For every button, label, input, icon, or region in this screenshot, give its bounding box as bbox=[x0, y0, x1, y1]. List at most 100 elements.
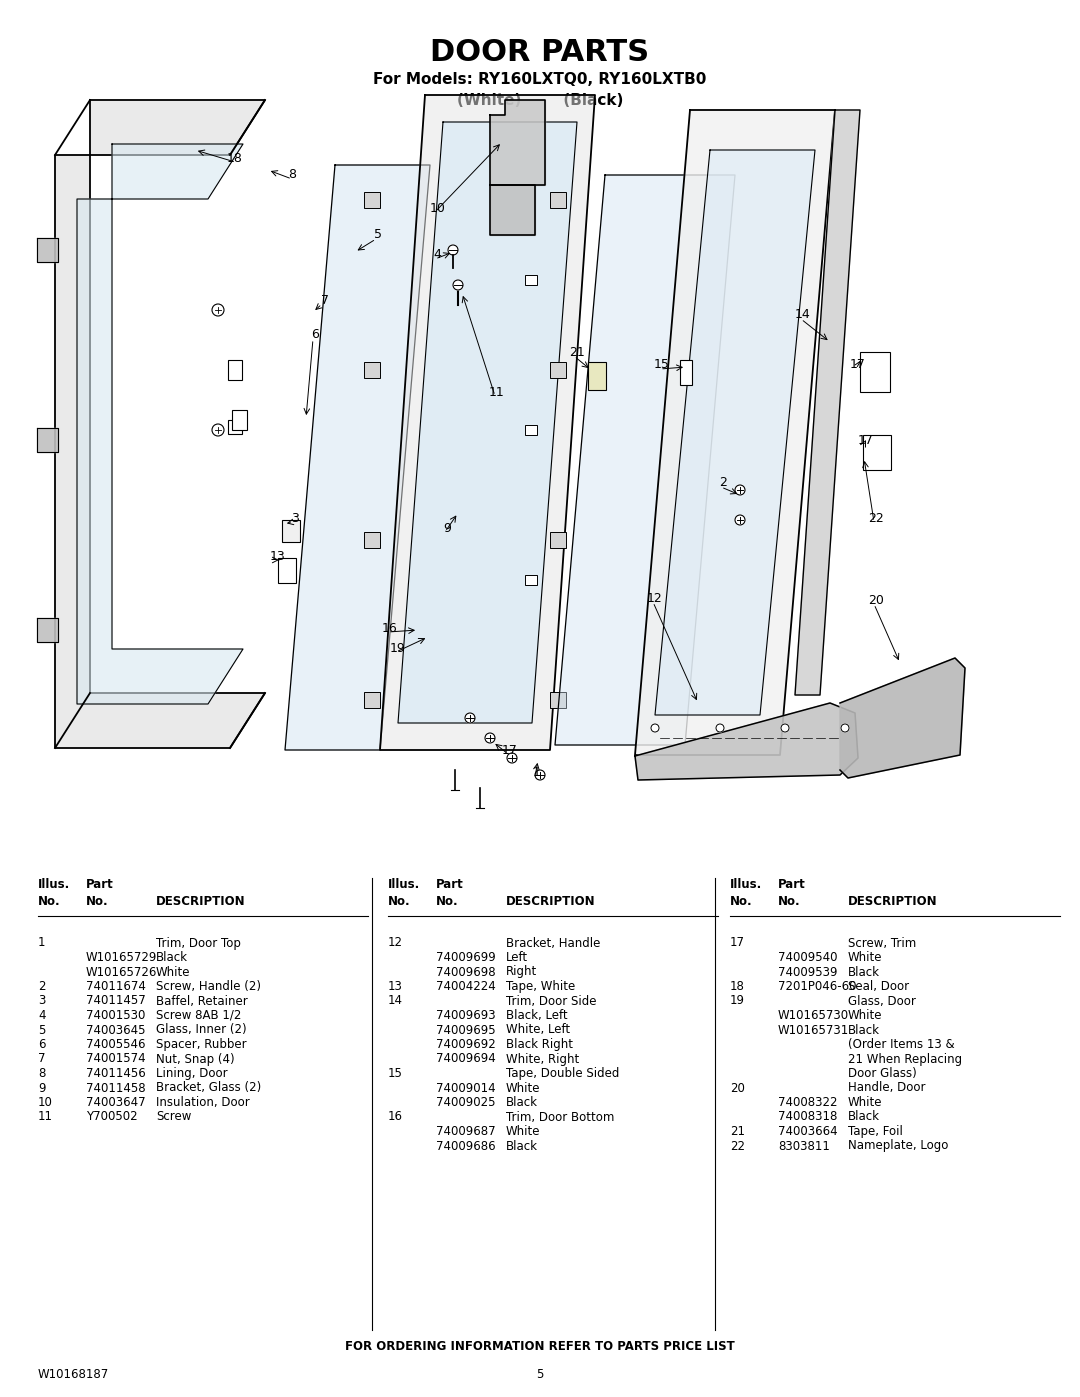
Text: 12: 12 bbox=[388, 936, 403, 950]
Text: 74009694: 74009694 bbox=[436, 1052, 496, 1066]
Text: 10: 10 bbox=[430, 201, 446, 215]
Text: 8303811: 8303811 bbox=[778, 1140, 829, 1153]
Bar bbox=[860, 352, 890, 393]
Text: 7: 7 bbox=[38, 1052, 45, 1066]
Circle shape bbox=[448, 244, 458, 256]
Bar bbox=[588, 362, 606, 390]
Polygon shape bbox=[55, 101, 265, 747]
Text: Nameplate, Logo: Nameplate, Logo bbox=[848, 1140, 948, 1153]
Text: Black: Black bbox=[507, 1097, 538, 1109]
Text: Baffel, Retainer: Baffel, Retainer bbox=[156, 995, 247, 1007]
Text: White: White bbox=[507, 1081, 540, 1094]
Text: 7201P046-60: 7201P046-60 bbox=[778, 981, 856, 993]
Text: 8: 8 bbox=[288, 169, 296, 182]
Text: 9: 9 bbox=[443, 521, 451, 535]
Text: No.: No. bbox=[730, 895, 753, 908]
Text: Tape, White: Tape, White bbox=[507, 981, 576, 993]
Text: (Order Items 13 &: (Order Items 13 & bbox=[848, 1038, 955, 1051]
Text: 74003647: 74003647 bbox=[86, 1097, 146, 1109]
Polygon shape bbox=[380, 95, 595, 750]
Text: White, Right: White, Right bbox=[507, 1052, 579, 1066]
Text: 22: 22 bbox=[730, 1140, 745, 1153]
Bar bbox=[525, 576, 537, 585]
Text: Insulation, Door: Insulation, Door bbox=[156, 1097, 249, 1109]
Circle shape bbox=[485, 733, 495, 743]
Polygon shape bbox=[37, 237, 58, 263]
Text: 20: 20 bbox=[868, 594, 883, 606]
Bar bbox=[282, 520, 300, 542]
Text: 74009025: 74009025 bbox=[436, 1097, 496, 1109]
Circle shape bbox=[465, 712, 475, 724]
Text: 74009693: 74009693 bbox=[436, 1009, 496, 1023]
Text: 13: 13 bbox=[270, 549, 286, 563]
Text: 4: 4 bbox=[38, 1009, 45, 1023]
Polygon shape bbox=[37, 427, 58, 453]
Circle shape bbox=[716, 724, 724, 732]
Polygon shape bbox=[840, 658, 966, 778]
Text: 1: 1 bbox=[534, 767, 541, 780]
Text: No.: No. bbox=[86, 895, 109, 908]
Circle shape bbox=[735, 515, 745, 525]
Text: 74009540: 74009540 bbox=[778, 951, 837, 964]
Text: Black: Black bbox=[156, 951, 188, 964]
Text: White: White bbox=[507, 1125, 540, 1139]
Text: Door Glass): Door Glass) bbox=[848, 1067, 917, 1080]
Text: 21: 21 bbox=[569, 345, 585, 359]
Text: For Models: RY160LXTQ0, RY160LXTB0: For Models: RY160LXTQ0, RY160LXTB0 bbox=[374, 73, 706, 87]
Text: 14: 14 bbox=[388, 995, 403, 1007]
Text: 6: 6 bbox=[38, 1038, 45, 1051]
Text: Screw, Trim: Screw, Trim bbox=[848, 936, 916, 950]
Text: FOR ORDERING INFORMATION REFER TO PARTS PRICE LIST: FOR ORDERING INFORMATION REFER TO PARTS … bbox=[346, 1340, 734, 1354]
Text: W10165729: W10165729 bbox=[86, 951, 158, 964]
Text: DOOR PARTS: DOOR PARTS bbox=[431, 38, 649, 67]
Text: 74011458: 74011458 bbox=[86, 1081, 146, 1094]
Polygon shape bbox=[635, 703, 858, 780]
Text: Glass, Inner (2): Glass, Inner (2) bbox=[156, 1024, 246, 1037]
Text: 18: 18 bbox=[227, 151, 243, 165]
Bar bbox=[550, 692, 566, 708]
Text: W10165730: W10165730 bbox=[778, 1009, 849, 1023]
Text: 4: 4 bbox=[433, 249, 441, 261]
Text: Black, Left: Black, Left bbox=[507, 1009, 568, 1023]
Polygon shape bbox=[285, 165, 430, 750]
Circle shape bbox=[781, 724, 789, 732]
Text: Black: Black bbox=[848, 1111, 880, 1123]
Text: 74001530: 74001530 bbox=[86, 1009, 146, 1023]
Text: No.: No. bbox=[778, 895, 800, 908]
Text: 21 When Replacing: 21 When Replacing bbox=[848, 1052, 962, 1066]
Text: Left: Left bbox=[507, 951, 528, 964]
Bar bbox=[863, 434, 891, 469]
Text: No.: No. bbox=[38, 895, 60, 908]
Text: Black: Black bbox=[848, 1024, 880, 1037]
Text: Lining, Door: Lining, Door bbox=[156, 1067, 228, 1080]
Polygon shape bbox=[399, 122, 577, 724]
Bar bbox=[228, 360, 242, 380]
Polygon shape bbox=[490, 101, 545, 184]
Text: 2: 2 bbox=[38, 981, 45, 993]
Polygon shape bbox=[490, 184, 535, 235]
Text: 21: 21 bbox=[730, 1125, 745, 1139]
Text: Right: Right bbox=[507, 965, 537, 978]
Text: 5: 5 bbox=[537, 1368, 543, 1382]
Text: 74003645: 74003645 bbox=[86, 1024, 146, 1037]
Bar bbox=[364, 692, 380, 708]
Text: Screw: Screw bbox=[156, 1111, 191, 1123]
Text: Y700502: Y700502 bbox=[86, 1111, 137, 1123]
Text: 74008322: 74008322 bbox=[778, 1097, 837, 1109]
Text: 74009014: 74009014 bbox=[436, 1081, 496, 1094]
Text: 19: 19 bbox=[390, 641, 406, 655]
Polygon shape bbox=[555, 175, 735, 745]
Text: No.: No. bbox=[388, 895, 410, 908]
Circle shape bbox=[453, 279, 463, 291]
Text: 74011674: 74011674 bbox=[86, 981, 146, 993]
Text: 15: 15 bbox=[654, 359, 670, 372]
Polygon shape bbox=[654, 149, 815, 715]
Circle shape bbox=[507, 753, 517, 763]
Bar bbox=[550, 532, 566, 548]
Bar bbox=[278, 557, 296, 583]
Text: 74005546: 74005546 bbox=[86, 1038, 146, 1051]
Text: Bracket, Handle: Bracket, Handle bbox=[507, 936, 600, 950]
Polygon shape bbox=[795, 110, 860, 694]
Text: 13: 13 bbox=[388, 981, 403, 993]
Circle shape bbox=[651, 724, 659, 732]
